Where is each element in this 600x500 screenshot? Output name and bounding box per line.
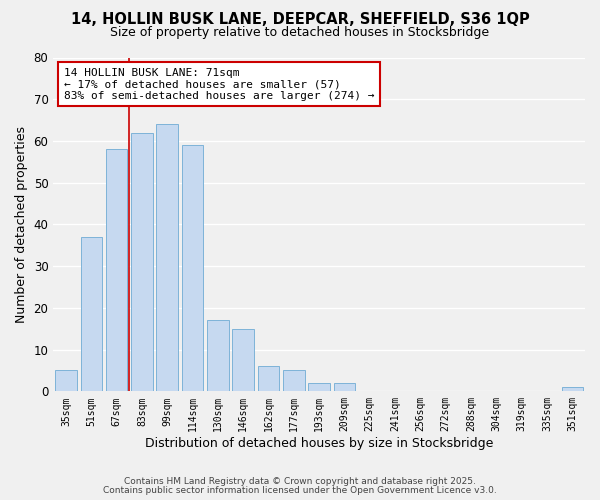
- Y-axis label: Number of detached properties: Number of detached properties: [15, 126, 28, 323]
- Bar: [80, 237, 102, 392]
- X-axis label: Distribution of detached houses by size in Stocksbridge: Distribution of detached houses by size …: [145, 437, 493, 450]
- Bar: [182, 145, 203, 392]
- Text: Size of property relative to detached houses in Stocksbridge: Size of property relative to detached ho…: [110, 26, 490, 39]
- Bar: [232, 328, 254, 392]
- Bar: [258, 366, 279, 392]
- Bar: [283, 370, 305, 392]
- Bar: [55, 370, 77, 392]
- Text: Contains HM Land Registry data © Crown copyright and database right 2025.: Contains HM Land Registry data © Crown c…: [124, 477, 476, 486]
- Bar: [562, 387, 583, 392]
- Text: 14 HOLLIN BUSK LANE: 71sqm
← 17% of detached houses are smaller (57)
83% of semi: 14 HOLLIN BUSK LANE: 71sqm ← 17% of deta…: [64, 68, 374, 100]
- Bar: [334, 383, 355, 392]
- Text: Contains public sector information licensed under the Open Government Licence v3: Contains public sector information licen…: [103, 486, 497, 495]
- Bar: [106, 150, 127, 392]
- Text: 14, HOLLIN BUSK LANE, DEEPCAR, SHEFFIELD, S36 1QP: 14, HOLLIN BUSK LANE, DEEPCAR, SHEFFIELD…: [71, 12, 529, 28]
- Bar: [131, 132, 152, 392]
- Bar: [207, 320, 229, 392]
- Bar: [157, 124, 178, 392]
- Bar: [308, 383, 330, 392]
